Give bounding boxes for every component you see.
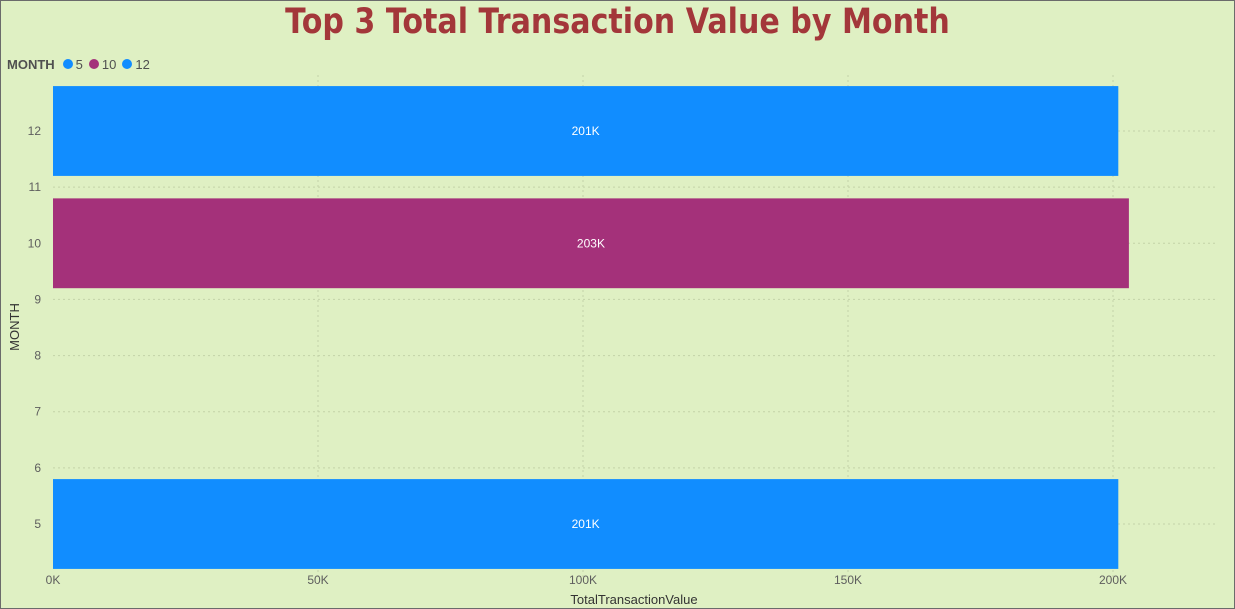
x-axis-ticks: 0K 50K 100K 150K 200K [46, 573, 1127, 587]
legend: MONTH 5 10 12 [7, 56, 156, 72]
legend-marker [122, 59, 133, 69]
legend-item-5[interactable]: 5 [62, 56, 83, 72]
bars [53, 86, 1129, 569]
legend-label: 10 [101, 56, 117, 72]
legend-label: 5 [75, 56, 83, 72]
data-label-month-5: 201K [572, 517, 600, 531]
legend-item-12[interactable]: 12 [122, 56, 150, 72]
legend-marker [62, 59, 73, 69]
y-tick-label: 9 [34, 292, 41, 306]
y-tick-label: 7 [34, 405, 41, 419]
data-label-month-10: 203K [577, 236, 605, 250]
chart-title: Top 3 Total Transaction Value by Month [285, 2, 950, 42]
y-tick-label: 10 [28, 236, 42, 250]
y-tick-label: 5 [34, 517, 41, 531]
data-labels: 201K 203K 201K [572, 124, 605, 531]
y-tick-label: 6 [34, 461, 41, 475]
legend-title: MONTH [7, 56, 55, 72]
bar-month-5 [53, 479, 1119, 569]
x-tick-label: 50K [307, 573, 328, 587]
x-tick-label: 100K [569, 573, 597, 587]
data-label-month-12: 201K [572, 124, 600, 138]
x-axis-title: TotalTransactionValue [570, 592, 697, 607]
legend-item-10[interactable]: 10 [88, 56, 117, 72]
y-tick-label: 8 [34, 349, 41, 363]
y-tick-label: 11 [29, 180, 42, 194]
y-axis-title: MONTH [7, 303, 22, 351]
legend-marker [88, 59, 99, 69]
y-axis-ticks: 5 6 7 8 9 10 11 12 [28, 124, 42, 531]
x-tick-label: 150K [834, 573, 862, 587]
bar-month-12 [53, 86, 1119, 176]
x-tick-label: 0K [46, 573, 61, 587]
x-tick-label: 200K [1099, 573, 1127, 587]
legend-label: 12 [135, 56, 150, 72]
y-tick-label: 12 [28, 124, 42, 138]
bar-month-10 [53, 198, 1129, 289]
